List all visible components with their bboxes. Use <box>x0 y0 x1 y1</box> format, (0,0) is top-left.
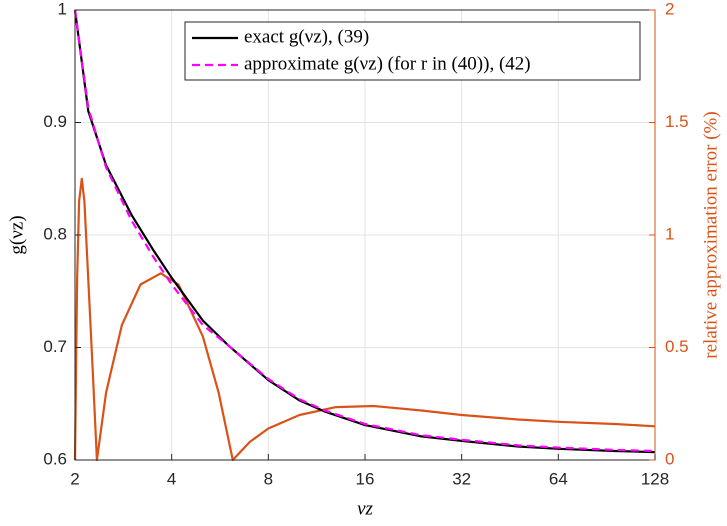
x-tick-label: 8 <box>264 469 273 488</box>
x-tick-label: 2 <box>70 469 79 488</box>
series-line <box>73 177 656 462</box>
x-tick-label: 128 <box>641 469 669 488</box>
series-line <box>73 9 656 454</box>
x-tick-label: 32 <box>452 469 471 488</box>
x-axis-label: νz <box>357 498 373 519</box>
y2-tick-label: 2 <box>665 0 674 18</box>
legend-label: approximate g(νz) (for r in (40)), (42) <box>244 53 531 74</box>
y-tick-label: 0.8 <box>43 224 67 243</box>
y-tick-label: 1 <box>58 0 67 18</box>
legend <box>184 21 641 81</box>
y-axis-label: g(νz) <box>6 215 27 254</box>
y2-tick-label: 1 <box>665 224 674 243</box>
x-tick-label: 16 <box>356 469 375 488</box>
y2-axis-label: relative approximation error (%) <box>700 111 721 358</box>
y2-tick-label: 0.5 <box>665 337 689 356</box>
x-tick-label: 64 <box>549 469 568 488</box>
y-tick-label: 0.9 <box>43 112 67 131</box>
y-tick-label: 0.7 <box>43 337 67 356</box>
x-tick-label: 4 <box>167 469 176 488</box>
y2-tick-label: 1.5 <box>665 112 689 131</box>
legend-label: exact g(νz), (39) <box>244 26 369 47</box>
y2-tick-label: 0 <box>665 449 674 468</box>
series-line <box>73 9 656 453</box>
y-tick-label: 0.6 <box>43 449 67 468</box>
